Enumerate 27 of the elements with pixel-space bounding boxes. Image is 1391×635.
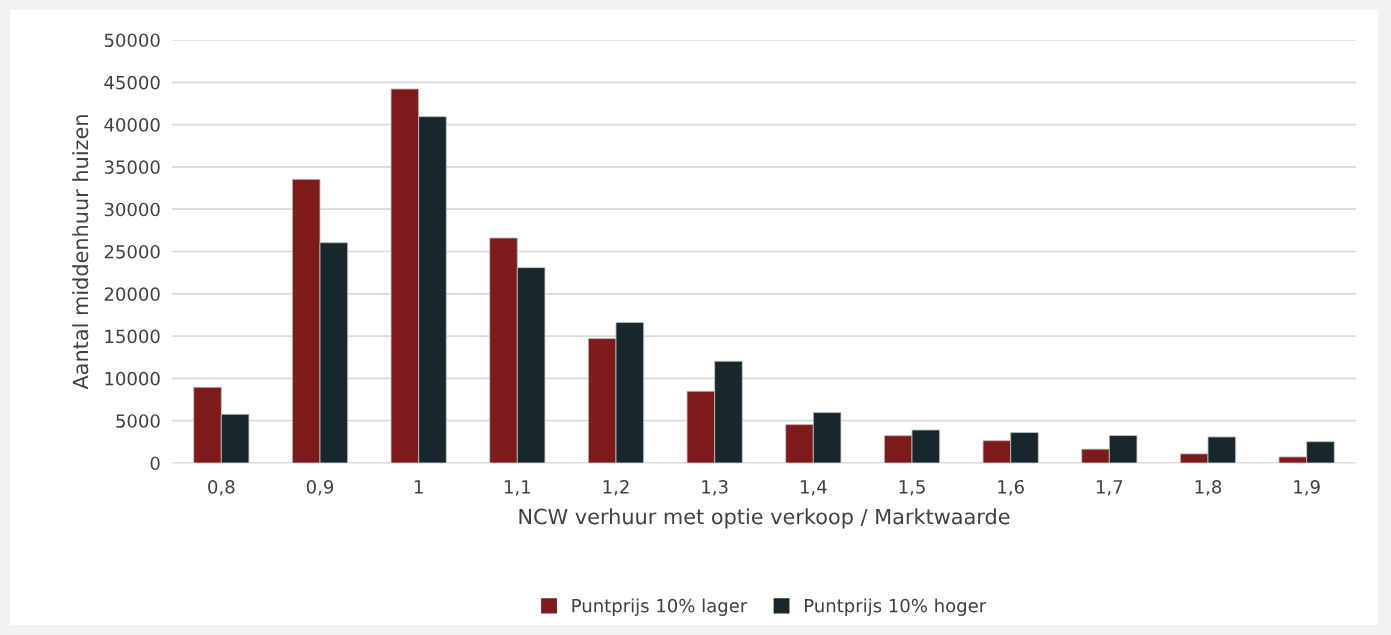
x-tick-label: 1,4: [800, 480, 827, 496]
x-tick-label: 1,7: [1096, 480, 1123, 496]
x-tick-label: 1,2: [603, 479, 629, 496]
y-tick-label: 35000: [104, 160, 160, 175]
y-tick-label: 45000: [104, 75, 160, 90]
y-tick-label: 50000: [104, 33, 160, 48]
x-tick-label: 1: [414, 480, 423, 494]
y-tick-label: 5000: [116, 414, 160, 428]
x-tick-label: 1,9: [1294, 479, 1320, 496]
x-axis-title: NCW verhuur met optie verkoop / Marktwaarde: [519, 508, 1010, 529]
y-tick-label: 40000: [104, 118, 160, 132]
x-tick-label: 0,9: [306, 479, 334, 496]
y-tick-label: 25000: [104, 244, 160, 259]
y-tick-label: 20000: [104, 287, 160, 301]
y-tick-label: 15000: [105, 329, 160, 344]
y-tick-label: 0: [150, 456, 160, 471]
x-tick-label: 1,3: [702, 479, 728, 496]
y-tick-label: 10000: [105, 371, 160, 386]
x-tick-label: 1,6: [998, 479, 1024, 496]
legend-label: Puntprijs 10% lager: [572, 598, 748, 616]
x-tick-label: 0,8: [208, 479, 235, 496]
legend-label: Puntprijs 10% hoger: [805, 598, 987, 616]
y-axis-title: Aantal middenhuur huizen: [72, 115, 89, 390]
x-tick-label: 1,1: [504, 480, 531, 496]
x-tick-label: 1,8: [1195, 479, 1222, 496]
x-tick-label: 1,5: [899, 480, 925, 496]
y-tick-label: 30000: [104, 202, 160, 217]
